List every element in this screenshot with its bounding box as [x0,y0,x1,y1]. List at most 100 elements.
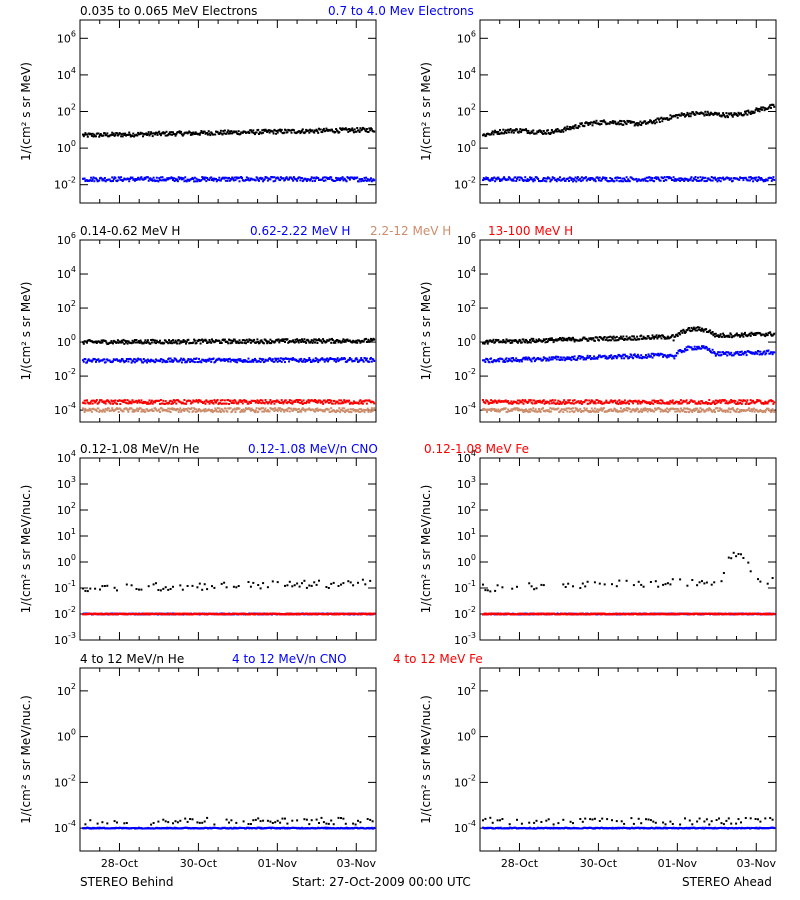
data-point [606,410,609,412]
data-point [521,399,524,401]
data-point [298,401,301,404]
data-point [653,354,656,357]
data-point [136,359,139,362]
data-point [128,131,131,134]
data-point [620,120,623,123]
data-point [668,117,671,120]
data-point [576,358,579,361]
data-point [262,358,265,361]
data-point [119,178,122,181]
data-point [758,353,761,356]
data-point [769,104,772,107]
data-point [760,106,763,109]
data-point [514,176,517,179]
data-point [139,358,142,361]
data-point [232,340,235,342]
data-point [122,399,125,402]
data-point [568,356,570,359]
data-point [666,411,669,414]
data-point [180,130,183,133]
data-point [282,402,285,405]
data-point [773,351,776,354]
data-point [364,357,367,360]
data-point [597,177,600,180]
data-point [359,410,362,413]
data-point [517,402,520,405]
data-point [550,358,553,361]
data-point [544,177,547,180]
data-point [119,403,122,405]
data-point [683,330,686,333]
data-point [365,337,368,340]
data-point [176,178,179,181]
data-point [191,584,194,587]
data-point [720,408,723,411]
data-point [171,359,174,362]
data-point [695,326,698,329]
data-point [158,177,161,180]
data-point [717,334,720,337]
data-point [570,179,573,181]
data-point [505,338,508,341]
data-point [336,177,339,180]
data-point [228,132,230,135]
data-point [91,359,94,362]
data-point [714,352,716,355]
data-point [513,407,516,410]
data-point [537,131,540,134]
data-point [247,340,250,343]
data-point [282,177,285,180]
data-point [150,401,153,404]
data-point [602,338,604,341]
data-point [173,401,176,404]
data-point [274,179,277,182]
data-point [504,407,507,410]
data-point [735,410,738,413]
data-point [732,409,735,411]
data-point [155,582,157,585]
data-point [339,179,342,182]
data-point [120,135,123,138]
data-point [199,399,202,402]
data-point [744,331,746,334]
data-point [244,339,247,342]
data-point [719,180,722,183]
data-point [573,179,576,182]
data-point [287,357,290,360]
data-point [293,341,296,344]
data-point [347,408,350,411]
data-point [134,409,137,412]
data-point [708,399,711,401]
data-point [754,109,757,112]
data-point [593,355,596,358]
data-point [544,400,547,403]
data-point [137,176,140,179]
data-point [221,399,224,402]
data-point [711,179,714,182]
data-point [127,410,130,413]
data-point [670,335,673,338]
data-point [564,179,567,182]
data-point [82,587,84,590]
data-point [579,401,582,404]
data-point [116,408,119,411]
data-point [658,121,661,123]
data-point [164,339,167,342]
data-point [135,399,138,402]
data-point [601,409,604,412]
data-point [180,176,183,179]
data-point [211,585,213,588]
data-point [680,351,683,354]
data-point [503,132,506,135]
data-point [177,411,180,414]
data-point [300,131,303,133]
data-point [285,176,288,179]
data-point [222,130,225,132]
data-point [210,360,213,363]
data-point [122,132,125,135]
data-point [296,408,299,411]
data-point [585,356,588,359]
data-point [711,410,714,413]
data-point [617,177,620,179]
data-point [490,409,493,412]
